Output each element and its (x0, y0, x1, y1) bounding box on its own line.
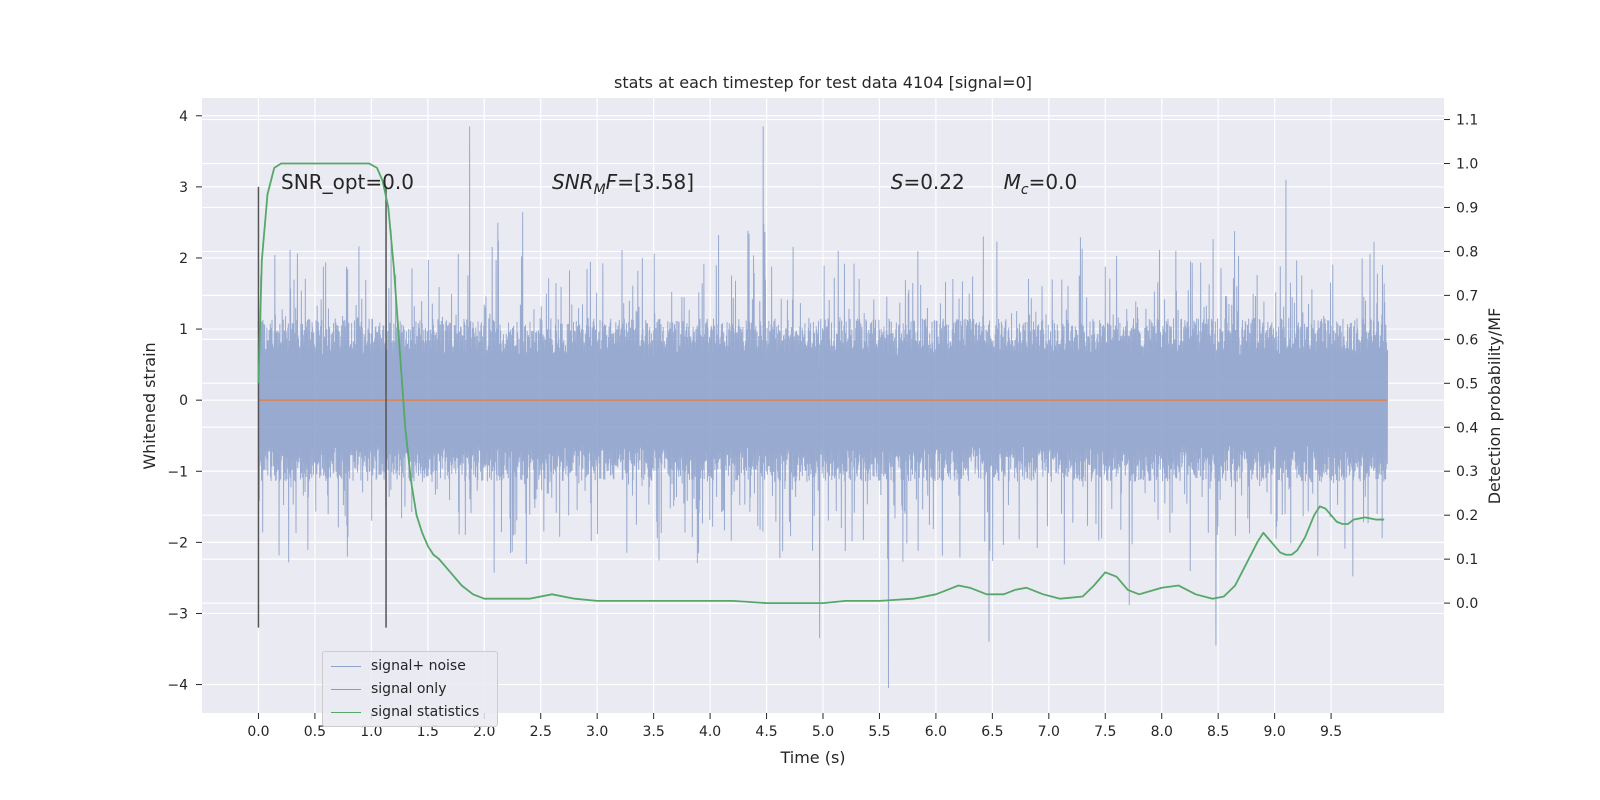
y2-tick-label: 0.1 (1456, 552, 1478, 568)
legend-label-signal-noise: signal+ noise (371, 658, 466, 674)
y2-tick-label: 0.0 (1456, 596, 1478, 612)
x-tick-label: 6.0 (925, 724, 947, 740)
legend-item-signal-noise: signal+ noise (331, 655, 466, 677)
x-tick-label: 1.5 (417, 724, 439, 740)
y2-tick-label: 0.7 (1456, 288, 1478, 304)
x-tick-label: 4.0 (699, 724, 721, 740)
y2-tick-label: 1.0 (1456, 157, 1478, 173)
x-tick-label: 4.5 (755, 724, 777, 740)
legend-swatch-signal-noise (331, 665, 361, 667)
x-tick-label: 1.0 (360, 724, 382, 740)
annotation-subscript: M (594, 182, 606, 198)
y-tick-label: 4 (179, 109, 188, 125)
annotation-part: =0.22 (903, 170, 964, 194)
annotation-part: M (1004, 170, 1021, 194)
y2-tick-label: 0.5 (1456, 376, 1478, 392)
legend: signal+ noise signal only signal statist… (322, 651, 498, 727)
x-tick-label: 0.5 (304, 724, 326, 740)
series-line-signal-plus-noise (257, 126, 1389, 689)
y-axis-right-label: Detection probability/MF (1485, 308, 1504, 505)
y2-tick-label: 1.1 (1456, 113, 1478, 129)
y-tick-label: −3 (167, 606, 188, 622)
y-tick-label: −2 (167, 535, 188, 551)
legend-item-signal-statistics: signal statistics (331, 701, 479, 723)
x-tick-label: 5.0 (812, 724, 834, 740)
x-tick-label: 3.0 (586, 724, 608, 740)
annotation-part: =0.0 (1029, 170, 1078, 194)
x-tick-label: 2.0 (473, 724, 495, 740)
legend-swatch-signal-only (331, 688, 361, 690)
y-tick-label: 1 (179, 322, 188, 338)
legend-item-signal-only: signal only (331, 678, 446, 700)
annotation-part: S (891, 170, 904, 194)
annotation-snr-mf: SNRMF=[3.58] (552, 170, 694, 198)
x-tick-label: 3.5 (643, 724, 665, 740)
y-axis-right-ticks: 0.0 0.1 0.2 0.3 0.4 0.5 0.6 0.7 0.8 0.9 1.0 1.1 (1444, 113, 1478, 612)
annotation-s: S=0.22 (891, 170, 965, 194)
y2-tick-label: 0.6 (1456, 332, 1478, 348)
annotation-part: =[3.58] (617, 170, 694, 194)
y2-tick-label: 0.4 (1456, 420, 1478, 436)
legend-label-signal-only: signal only (371, 681, 447, 697)
annotation-snr-opt: SNR_opt=0.0 (281, 170, 414, 194)
annotation-part: F (606, 170, 618, 194)
annotations: SNR_opt=0.0 SNRMF=[3.58] S=0.22 Mc=0.0 (281, 170, 1077, 198)
x-tick-label: 7.5 (1094, 724, 1116, 740)
x-axis-ticks: 0.0 0.5 1.0 1.5 2.0 2.5 3.0 3.5 4.0 4.5 5.0 5.5 6.0 6… (247, 713, 1342, 740)
y-axis-left-ticks: −4 −3 −2 −1 0 1 2 3 4 (167, 109, 202, 694)
x-tick-label: 9.0 (1264, 724, 1286, 740)
x-tick-label: 8.0 (1151, 724, 1173, 740)
legend-label-signal-statistics: signal statistics (371, 704, 480, 720)
x-axis-label: Time (s) (779, 748, 845, 767)
x-tick-label: 0.0 (247, 724, 269, 740)
y-tick-label: 3 (179, 180, 188, 196)
y2-tick-label: 0.8 (1456, 244, 1478, 260)
y-tick-label: −4 (167, 678, 188, 694)
y-tick-label: −1 (167, 464, 188, 480)
y-tick-label: 2 (179, 251, 188, 267)
series-signal-statistics (257, 162, 1385, 604)
x-tick-label: 9.5 (1320, 724, 1342, 740)
x-tick-label: 5.5 (868, 724, 890, 740)
vertical-markers (257, 186, 387, 628)
annotation-subscript: c (1021, 182, 1029, 198)
x-tick-label: 7.0 (1038, 724, 1060, 740)
x-tick-label: 2.5 (530, 724, 552, 740)
y-axis-left-label: Whitened strain (140, 342, 159, 469)
x-tick-label: 6.5 (981, 724, 1003, 740)
y2-tick-label: 0.9 (1456, 200, 1478, 216)
y2-tick-label: 0.3 (1456, 464, 1478, 480)
y2-tick-label: 0.2 (1456, 508, 1478, 524)
legend-swatch-signal-statistics (331, 711, 361, 713)
annotation-part: SNR (552, 170, 594, 194)
chart-title: stats at each timestep for test data 410… (614, 73, 1032, 92)
annotation-mc: Mc=0.0 (1004, 170, 1078, 198)
series-line-signal-statistics (257, 162, 1385, 604)
x-tick-label: 8.5 (1207, 724, 1229, 740)
y-tick-label: 0 (179, 393, 188, 409)
series-signal-plus-noise (257, 126, 1389, 689)
